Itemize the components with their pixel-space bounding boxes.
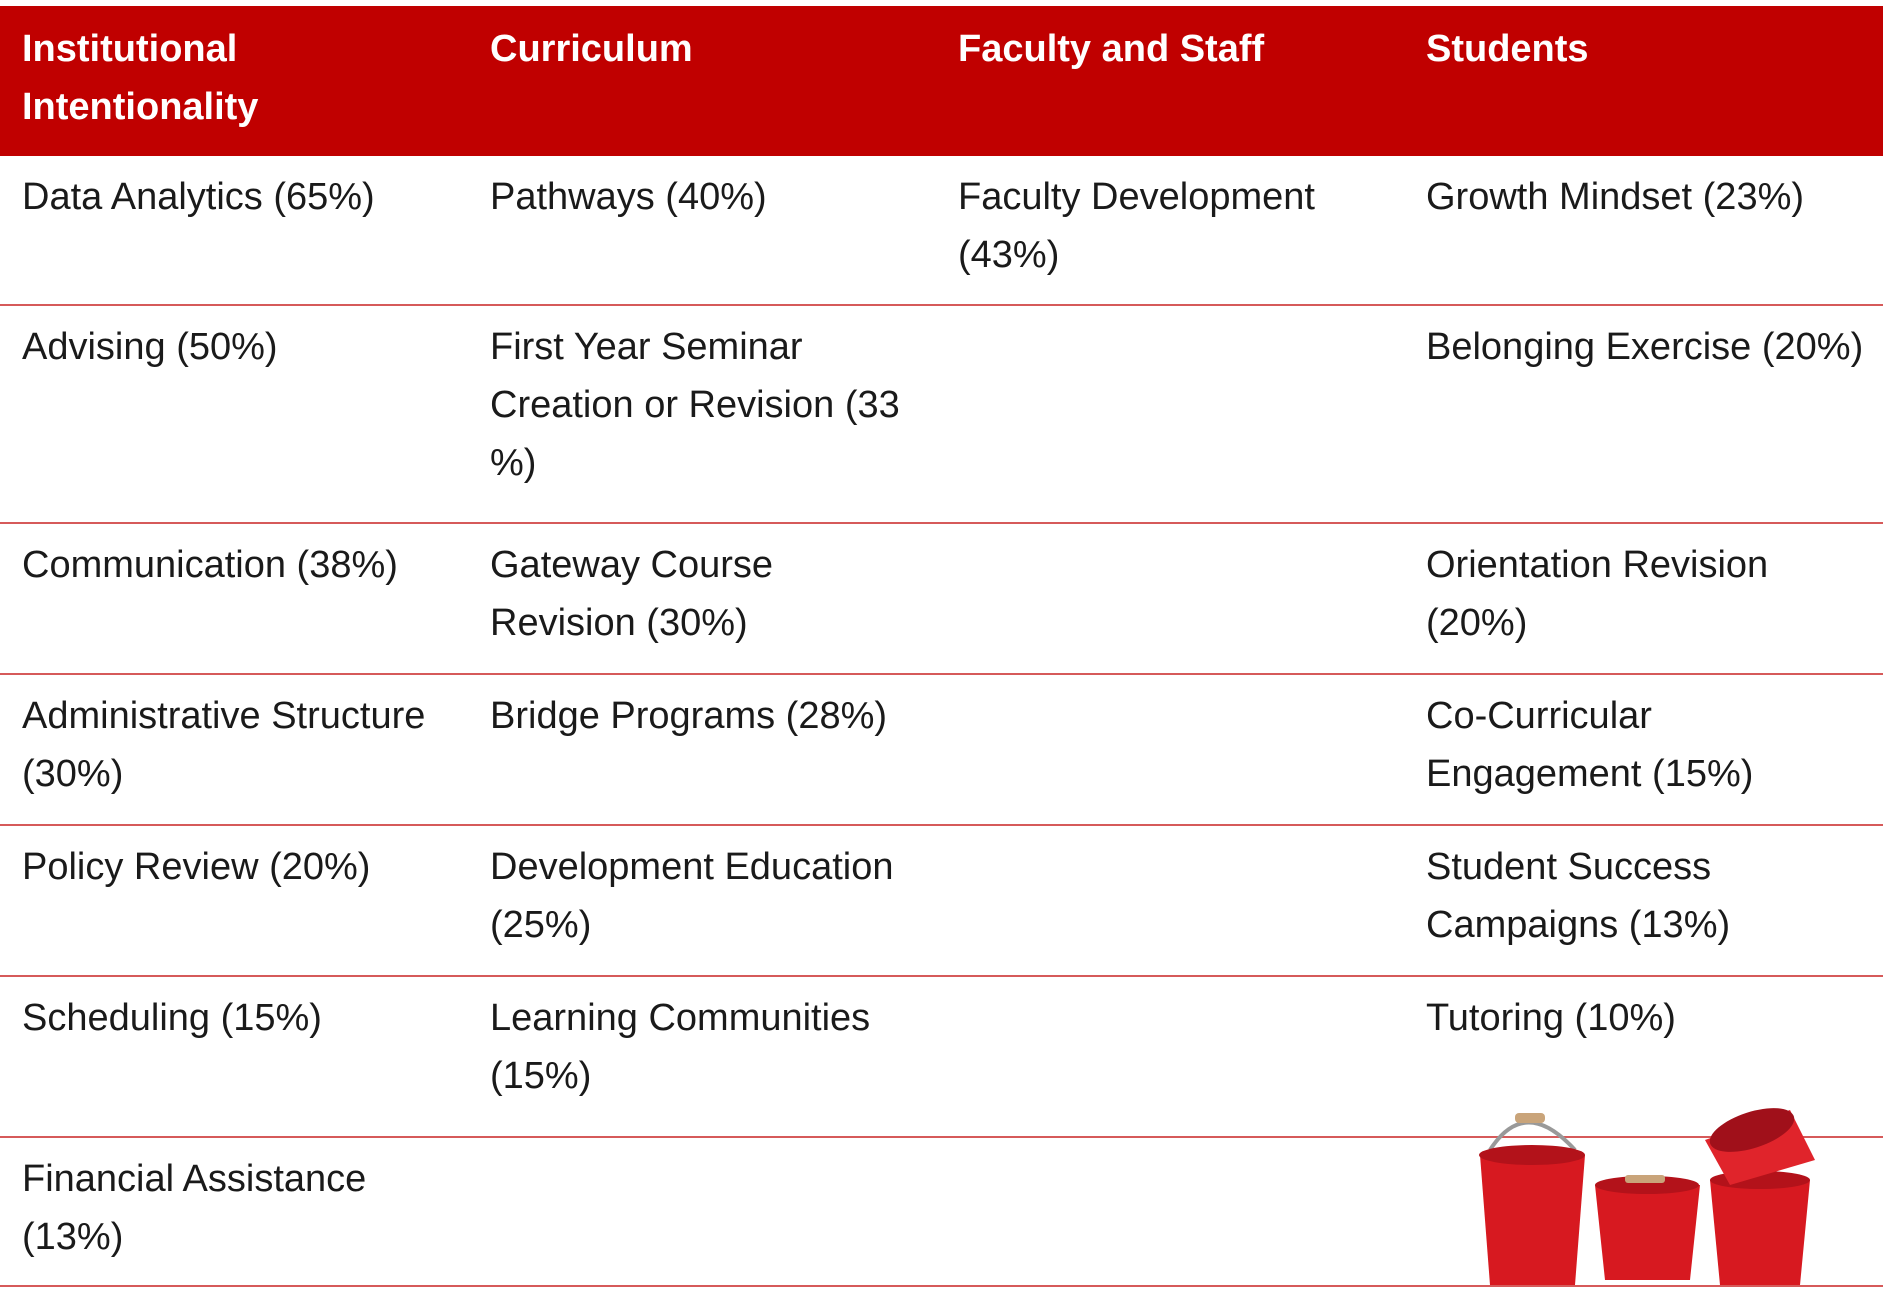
table-cell: Learning Communities (15%) <box>468 977 936 1138</box>
table-cell: Administrative Structure (30%) <box>0 675 468 826</box>
table-cell: Growth Mindset (23%) <box>1404 156 1883 306</box>
table: Institutional Intentionality Curriculum Fa… <box>0 6 1883 1287</box>
table-cell: Financial Assistance (13%) <box>0 1138 468 1287</box>
table-cell <box>936 826 1404 977</box>
table-cell: Orientation Revision (20%) <box>1404 524 1883 675</box>
table-cell <box>936 306 1404 524</box>
table-cell <box>936 977 1404 1138</box>
table-cell <box>936 524 1404 675</box>
buckets-image <box>1479 1108 1815 1285</box>
table-cell: Scheduling (15%) <box>0 977 468 1138</box>
table-cell <box>936 1138 1404 1287</box>
table-cell <box>1404 1138 1883 1287</box>
table-cell: Gateway Course Revision (30%) <box>468 524 936 675</box>
table-cell <box>936 675 1404 826</box>
table-cell: Student Success Campaigns (13%) <box>1404 826 1883 977</box>
table-cell: Co-Curricular Engagement (15%) <box>1404 675 1883 826</box>
table-cell: First Year Seminar Creation or Revision … <box>468 306 936 524</box>
header-cell: Students <box>1404 6 1883 156</box>
table-cell: Bridge Programs (28%) <box>468 675 936 826</box>
table-cell: Pathways (40%) <box>468 156 936 306</box>
table-cell: Development Education (25%) <box>468 826 936 977</box>
table-cell: Communication (38%) <box>0 524 468 675</box>
table-cell: Advising (50%) <box>0 306 468 524</box>
table-cell: Belonging Exercise (20%) <box>1404 306 1883 524</box>
header-cell: Faculty and Staff <box>936 6 1404 156</box>
table-cell: Faculty Development (43%) <box>936 156 1404 306</box>
header-cell: Curriculum <box>468 6 936 156</box>
table-cell <box>468 1138 936 1287</box>
table-cell: Policy Review (20%) <box>0 826 468 977</box>
table-cell: Data Analytics (65%) <box>0 156 468 306</box>
table-cell: Tutoring (10%) <box>1404 977 1883 1138</box>
header-cell: Institutional Intentionality <box>0 6 468 156</box>
